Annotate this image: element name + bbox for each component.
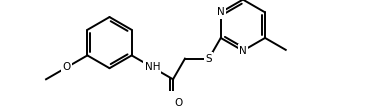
- Text: O: O: [174, 98, 182, 107]
- Text: S: S: [205, 54, 212, 64]
- Text: O: O: [63, 62, 71, 72]
- Text: N: N: [217, 7, 224, 17]
- Text: N: N: [239, 46, 247, 56]
- Text: NH: NH: [145, 62, 160, 72]
